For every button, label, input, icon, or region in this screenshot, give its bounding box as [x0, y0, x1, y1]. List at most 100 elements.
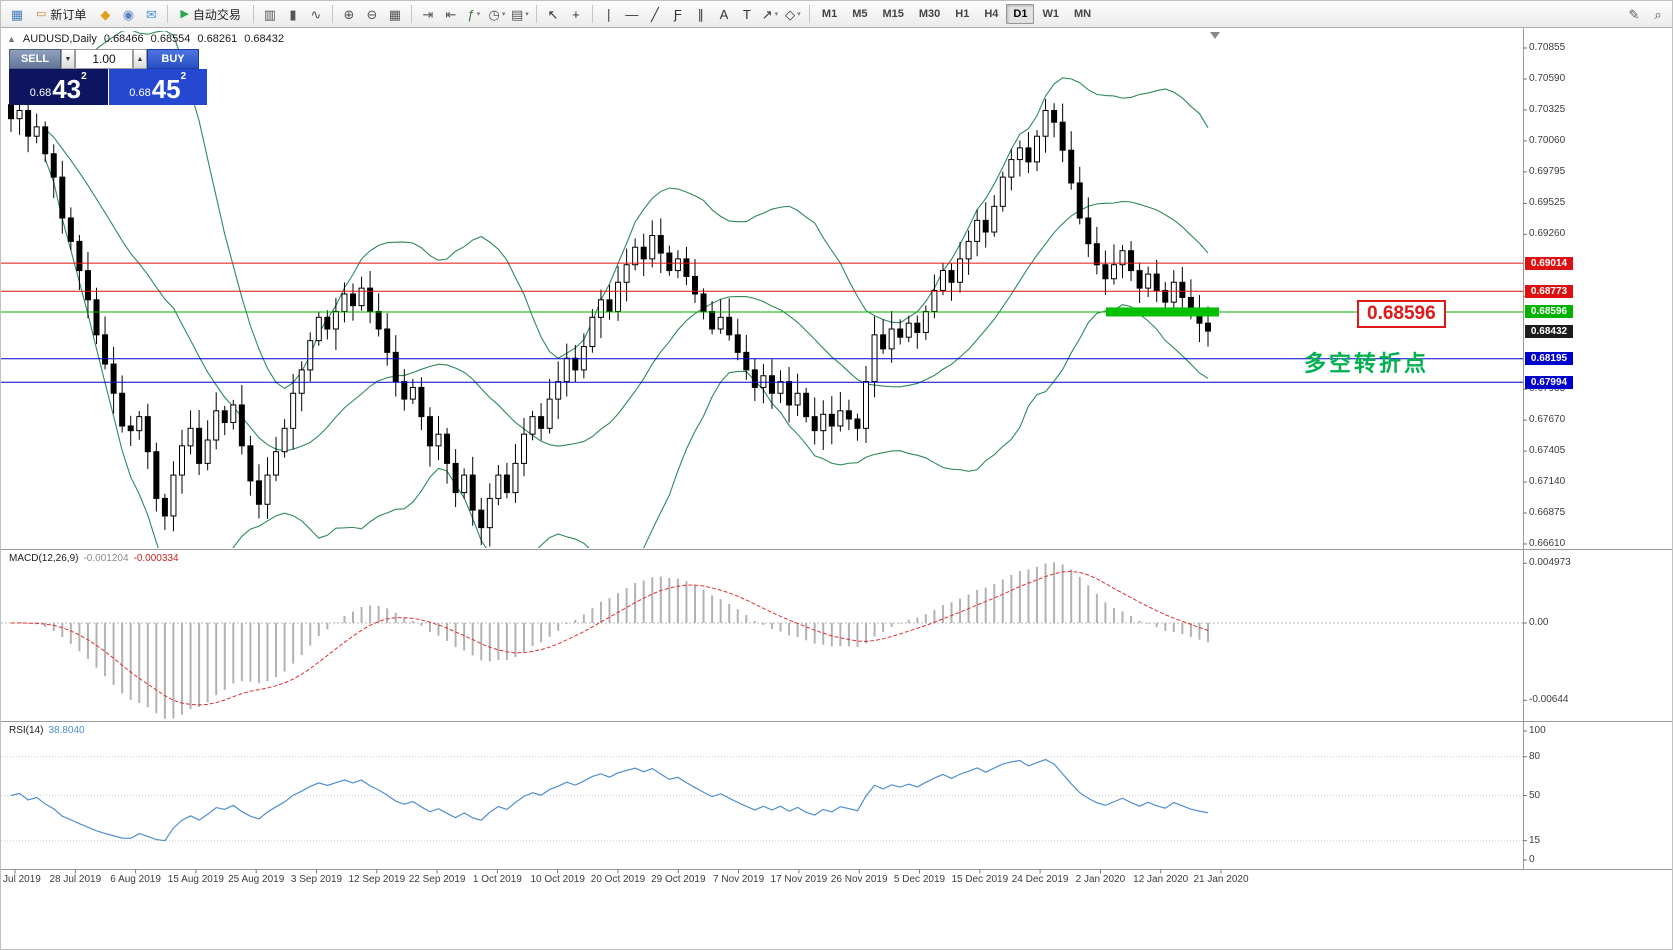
toolbar-separator — [331, 5, 333, 23]
volume-input[interactable] — [75, 49, 133, 69]
macd-scale-tick: -0.00644 — [1529, 694, 1569, 706]
arrows-icon[interactable]: ↗ ▾ — [761, 6, 779, 22]
line-chart-icon[interactable]: ∿ — [310, 6, 322, 22]
templates-icon[interactable]: ▤ ▾ — [511, 6, 529, 22]
fibonacci-icon[interactable]: Ƒ — [673, 6, 682, 22]
x-axis-date: 1 Oct 2019 — [472, 874, 522, 885]
x-axis-date: 21 Jan 2020 — [1193, 874, 1249, 885]
period-icon[interactable]: ◷ ▾ — [488, 6, 506, 22]
timeframe-m1[interactable]: M1 — [821, 8, 838, 20]
chart-canvas[interactable] — [1, 28, 1673, 950]
y-axis-tick: 0.69260 — [1529, 228, 1566, 240]
trendline-icon[interactable]: ╱ — [650, 6, 659, 22]
candlestick-chart-icon[interactable]: ▮ — [289, 6, 297, 22]
macd-scale-tick: 0.00 — [1529, 617, 1549, 628]
auto-scroll-icon[interactable]: ⇥ — [422, 6, 434, 22]
low-value: 0.68261 — [197, 33, 238, 45]
y-axis-tick: 0.70325 — [1529, 103, 1566, 115]
profile-icon[interactable]: ◉ — [122, 6, 135, 22]
timeframe-mn[interactable]: MN — [1073, 8, 1092, 20]
shapes-icon[interactable]: ◇ ▾ — [785, 6, 801, 22]
auto-trading-button-label: 自动交易 — [192, 7, 241, 22]
horizontal-line-icon[interactable]: — — [625, 6, 639, 22]
auto-trading-button[interactable]: ▶ 自动交易 — [173, 3, 247, 25]
new-chart-icon[interactable]: ▦ — [10, 6, 24, 22]
text-icon[interactable]: A — [719, 6, 729, 22]
x-axis-date: 10 Oct 2019 — [530, 874, 585, 885]
volume-up-button[interactable]: ▲ — [133, 49, 147, 69]
new-order-icon: ▭ — [36, 7, 47, 20]
text-label-icon[interactable]: T — [742, 6, 751, 22]
collapse-icon[interactable]: ▲ — [7, 34, 16, 44]
x-axis-date: 17 Nov 2019 — [770, 874, 828, 885]
x-axis-date: 20 Oct 2019 — [590, 874, 646, 885]
search-icon[interactable]: ⌕ — [1654, 6, 1662, 22]
chart-shift-icon[interactable]: ⇤ — [445, 6, 457, 22]
y-axis-tick: 0.70590 — [1529, 72, 1566, 84]
x-axis-date: 22 Sep 2019 — [408, 874, 466, 885]
chat-icon[interactable]: ✉ — [145, 6, 157, 22]
level-price-label: 0.68596 — [1525, 305, 1573, 319]
tile-windows-icon[interactable]: ▦ — [388, 6, 402, 22]
buy-price-display[interactable]: 0.68 45 2 — [108, 69, 207, 105]
rsi-scale-tick: 0 — [1529, 854, 1535, 865]
macd-indicator-label: MACD(12,26,9) -0.001204 -0.000334 — [9, 553, 179, 564]
zoom-in-icon[interactable]: ⊕ — [343, 6, 355, 22]
toolbar-left-group: ▦ ▭ 新订单 ◆ ◉ ✉ ▶ 自动交易 ▥ ▮ ∿ ⊕ ⊖ ▦ ⇥ ⇤ ƒ ▾ ◷ ▾ ▤ ▾ ↖ + ∣ — ╱ Ƒ ∥ A T ↗ ▾ ◇ ▾… — [6, 3, 1098, 25]
sell-button[interactable]: SELL — [9, 49, 61, 69]
pivot-annotation-text[interactable]: 多空转折点 — [1304, 351, 1430, 376]
sell-price-pip: 2 — [81, 71, 87, 82]
buy-price-main: 45 — [151, 74, 181, 104]
equidistant-channel-icon[interactable]: ∥ — [697, 6, 705, 22]
sell-price-display[interactable]: 0.68 43 2 — [9, 69, 108, 105]
edit-icon[interactable]: ✎ — [1628, 6, 1640, 22]
crosshair-icon[interactable]: + — [572, 6, 580, 22]
close-value: 0.68432 — [244, 33, 284, 45]
rsi-indicator-label: RSI(14) 38.8040 — [9, 725, 85, 736]
level-price-label: 0.68195 — [1525, 352, 1573, 366]
x-axis-date: 18 Jul 2019 — [1, 874, 41, 885]
toolbar-separator — [167, 5, 169, 23]
open-value: 0.68466 — [103, 33, 144, 45]
timeframe-m5[interactable]: M5 — [852, 8, 868, 20]
timeframe-h4[interactable]: H4 — [984, 8, 999, 20]
y-axis-tick: 0.70060 — [1529, 134, 1566, 146]
volume-down-button[interactable]: ▼ — [61, 49, 75, 69]
x-axis-date: 29 Oct 2019 — [651, 874, 706, 885]
timeframe-h1[interactable]: H1 — [955, 8, 970, 20]
x-axis-date: 2 Jan 2020 — [1075, 874, 1126, 885]
dropdown-caret-icon: ▾ — [797, 10, 801, 18]
x-axis-date: 12 Sep 2019 — [348, 874, 406, 885]
bar-chart-icon[interactable]: ▥ — [263, 6, 277, 22]
toolbar-separator — [808, 5, 810, 23]
y-axis-tick: 0.66610 — [1529, 538, 1566, 549]
x-axis-date: 25 Aug 2019 — [228, 874, 285, 885]
toolbar: ▦ ▭ 新订单 ◆ ◉ ✉ ▶ 自动交易 ▥ ▮ ∿ ⊕ ⊖ ▦ ⇥ ⇤ ƒ ▾ ◷ ▾ ▤ ▾ ↖ + ∣ — ╱ Ƒ ∥ A T ↗ ▾ ◇ ▾… — [1, 1, 1672, 28]
rsi-value: 38.8040 — [48, 725, 85, 736]
x-axis-date: 6 Aug 2019 — [110, 874, 161, 885]
market-watch-icon[interactable]: ◆ — [100, 6, 111, 22]
toolbar-separator — [410, 5, 412, 23]
indicators-icon[interactable]: ƒ ▾ — [467, 6, 481, 22]
timeframe-m30[interactable]: M30 — [918, 8, 941, 20]
x-axis-date: 7 Nov 2019 — [713, 874, 765, 885]
timeframe-m15[interactable]: M15 — [882, 8, 904, 20]
macd-title: MACD(12,26,9) — [9, 553, 79, 564]
level-price-label: 0.68773 — [1525, 284, 1573, 298]
price-level-callout[interactable]: 0.68596 — [1357, 300, 1446, 328]
buy-price-pip: 2 — [180, 71, 187, 82]
y-axis-tick: 0.66875 — [1529, 507, 1566, 519]
y-axis-tick: 0.69525 — [1529, 197, 1566, 209]
symbol-name: AUDUSD,Daily — [22, 33, 97, 45]
toolbar-right-group: ✎ ⌕ — [1623, 3, 1669, 25]
buy-button[interactable]: BUY — [147, 49, 199, 69]
cursor-icon[interactable]: ↖ — [547, 6, 559, 22]
x-axis-date: 12 Jan 2020 — [1133, 874, 1189, 885]
zoom-out-icon[interactable]: ⊖ — [366, 6, 378, 22]
timeframe-d1[interactable]: D1 — [1006, 4, 1035, 24]
vertical-line-icon[interactable]: ∣ — [605, 6, 613, 22]
rsi-scale-tick: 50 — [1529, 789, 1541, 801]
new-order-button[interactable]: ▭ 新订单 — [29, 3, 93, 25]
timeframe-w1[interactable]: W1 — [1042, 8, 1059, 20]
x-axis-date: 24 Dec 2019 — [1011, 874, 1069, 885]
